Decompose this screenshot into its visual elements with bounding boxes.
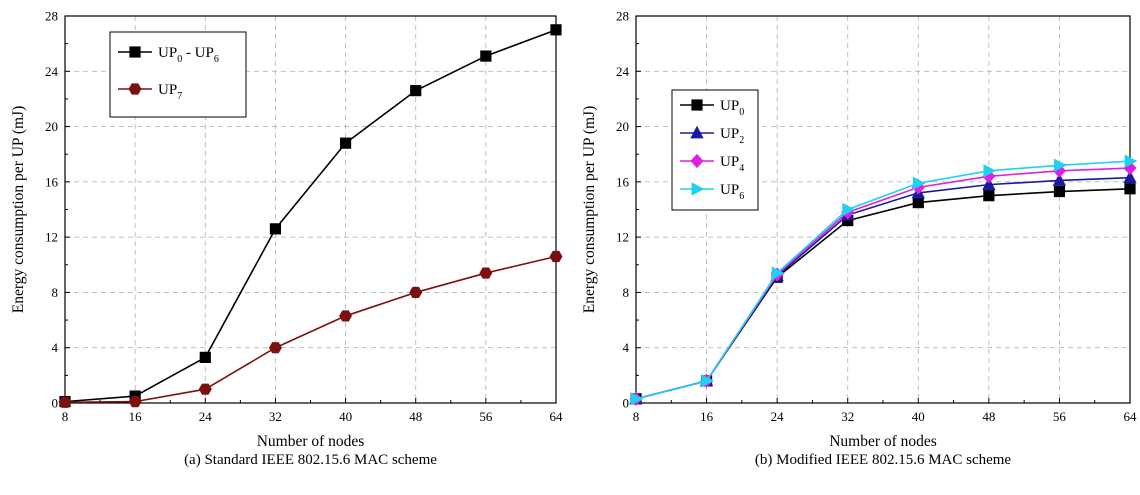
y-tick-label: 28	[616, 9, 629, 24]
y-tick-label: 8	[623, 285, 630, 300]
data-point	[1124, 154, 1138, 168]
x-tick-label: 16	[700, 409, 714, 424]
legend-label: UP4	[720, 154, 744, 174]
data-point	[1054, 158, 1067, 172]
data-point	[549, 250, 563, 263]
x-axis-label: Number of nodes	[829, 433, 937, 450]
data-point	[269, 223, 282, 235]
data-point	[912, 176, 926, 190]
legend-label: UP0	[720, 98, 744, 118]
data-point	[982, 177, 996, 191]
data-point	[912, 196, 924, 209]
data-point	[630, 392, 644, 406]
legend-marker	[691, 182, 705, 196]
y-tick-label: 24	[616, 64, 630, 79]
x-tick-label: 8	[62, 409, 69, 424]
data-point	[983, 164, 997, 178]
legend-label: UP7	[158, 82, 182, 102]
y-tick-label: 8	[52, 285, 59, 300]
x-axis-label: Number of nodes	[257, 433, 365, 450]
data-point	[339, 137, 352, 149]
data-point	[701, 374, 714, 388]
data-point	[479, 267, 493, 279]
x-tick-label: 16	[129, 409, 143, 424]
x-tick-label: 32	[269, 409, 282, 424]
x-tick-label: 56	[479, 409, 493, 424]
legend-marker	[690, 125, 704, 139]
legend: UP0 UP2 UP4 UP6	[671, 89, 759, 211]
legend-box	[671, 89, 759, 211]
legend-label: UP0 - UP6	[158, 45, 219, 65]
data-point	[198, 383, 212, 395]
y-tick-label: 20	[45, 119, 58, 134]
x-tick-label: 64	[1124, 409, 1138, 424]
data-point	[1052, 173, 1067, 186]
legend-marker	[691, 99, 703, 111]
x-tick-label: 48	[409, 409, 422, 424]
y-tick-label: 20	[616, 119, 629, 134]
data-point	[199, 351, 211, 363]
x-tick-label: 24	[771, 409, 785, 424]
series-line	[635, 160, 1131, 400]
data-point	[339, 310, 353, 322]
data-point	[771, 266, 785, 280]
data-point	[410, 85, 422, 97]
panel-caption: (b) Modified IEEE 802.15.6 MAC scheme	[755, 452, 1012, 468]
x-tick-label: 48	[982, 409, 995, 424]
series-line	[635, 187, 1131, 400]
data-point	[268, 342, 282, 354]
x-tick-label: 32	[841, 409, 854, 424]
y-tick-label: 12	[45, 230, 58, 245]
y-tick-label: 0	[623, 396, 630, 411]
legend-label: UP2	[720, 126, 744, 146]
x-tick-label: 40	[912, 409, 925, 424]
y-tick-label: 4	[623, 340, 630, 355]
x-tick-label: 64	[550, 409, 564, 424]
data-point	[983, 190, 995, 202]
data-point	[842, 202, 856, 217]
series-up7	[58, 250, 563, 408]
data-point	[128, 396, 142, 408]
data-point	[480, 50, 492, 62]
legend-label: UP6	[720, 182, 744, 202]
data-point	[1053, 185, 1066, 198]
y-tick-label: 16	[616, 174, 630, 189]
data-point	[1123, 170, 1137, 184]
y-tick-label: 0	[52, 396, 59, 411]
legend: UP0 - UP6 UP7	[109, 31, 247, 118]
y-tick-label: 24	[45, 64, 59, 79]
series-up0-up6	[59, 24, 562, 408]
data-point	[1124, 183, 1136, 195]
legend-marker	[690, 153, 704, 169]
y-tick-label: 4	[52, 340, 59, 355]
y-axis-label: Energy consumption per UP (mJ)	[10, 106, 27, 314]
panel-caption: (a) Standard IEEE 802.15.6 MAC scheme	[184, 452, 437, 468]
series-line	[64, 29, 557, 403]
y-tick-label: 28	[45, 9, 58, 24]
data-point	[58, 396, 72, 408]
x-tick-label: 24	[199, 409, 213, 424]
series-up6	[630, 154, 1138, 406]
legend-box	[109, 31, 247, 118]
x-tick-label: 8	[633, 409, 640, 424]
x-tick-label: 56	[1053, 409, 1067, 424]
data-point	[409, 286, 423, 299]
x-tick-label: 40	[339, 409, 352, 424]
legend-marker	[129, 46, 141, 58]
y-axis-label: Energy consumption per UP (mJ)	[581, 106, 598, 314]
y-tick-label: 12	[616, 230, 629, 245]
series-line	[64, 255, 557, 404]
legend-marker	[128, 83, 142, 95]
data-point	[550, 24, 562, 36]
y-tick-label: 16	[45, 174, 59, 189]
